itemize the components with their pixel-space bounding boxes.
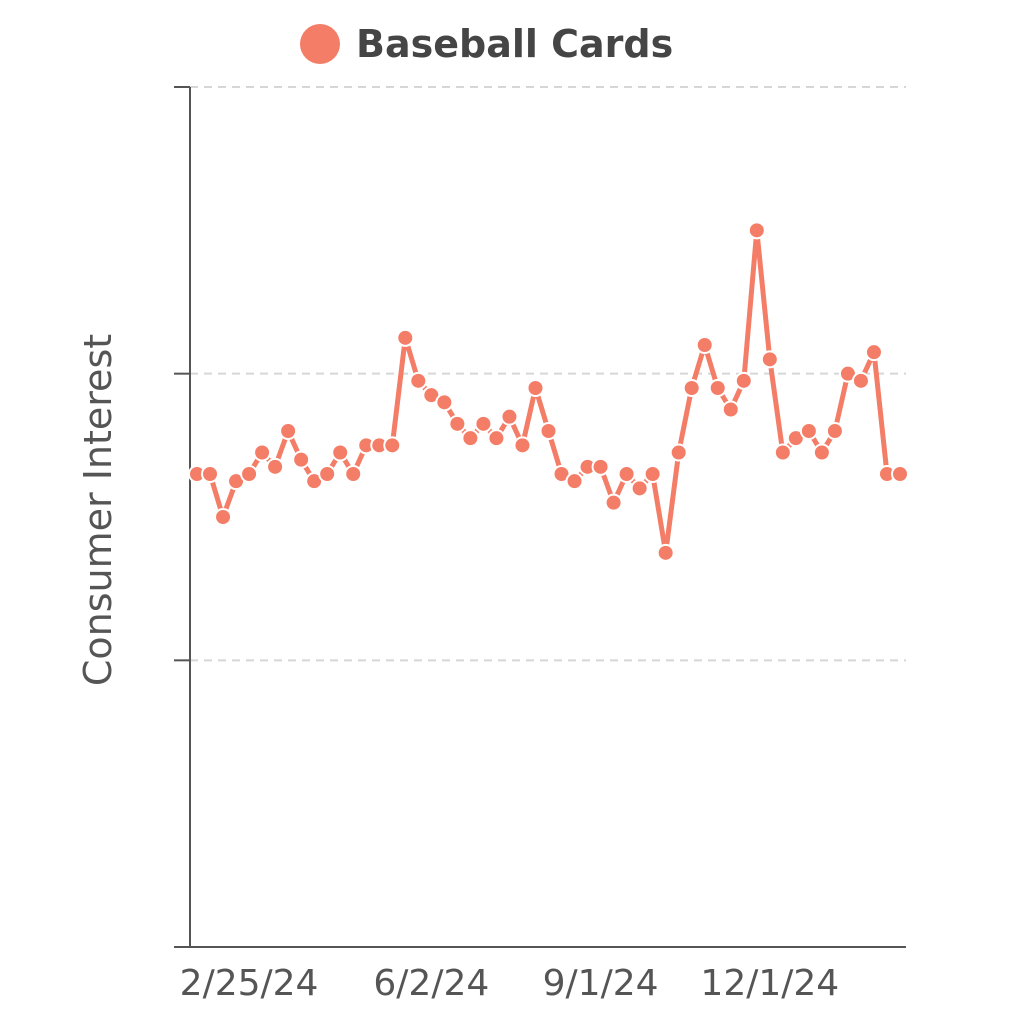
x-tick-label: 9/1/24 <box>543 963 659 1004</box>
data-point <box>253 443 272 462</box>
data-point <box>565 472 584 491</box>
data-point <box>760 350 779 369</box>
data-point <box>409 371 428 390</box>
data-point <box>773 443 792 462</box>
data-point <box>383 436 402 455</box>
data-point <box>682 379 701 397</box>
data-point <box>656 543 675 562</box>
data-point <box>734 371 753 390</box>
data-point <box>279 422 298 440</box>
data-point <box>396 328 415 347</box>
legend: Baseball Cards <box>300 22 673 66</box>
x-tick-label: 2/25/24 <box>180 963 319 1004</box>
data-point <box>435 393 454 412</box>
data-point <box>292 450 311 469</box>
legend-dot-icon <box>300 24 340 64</box>
x-tick-label: 6/2/24 <box>373 963 489 1004</box>
x-tick-label: 12/1/24 <box>700 963 839 1004</box>
data-point <box>591 457 610 476</box>
legend-label: Baseball Cards <box>356 22 674 66</box>
data-point <box>851 371 870 390</box>
data-point <box>630 479 649 498</box>
data-point <box>331 443 350 462</box>
data-point <box>825 422 844 440</box>
data-point <box>669 443 688 462</box>
data-point <box>344 465 363 483</box>
data-point <box>539 422 558 440</box>
data-point <box>461 429 480 448</box>
data-point <box>474 414 493 433</box>
y-axis-label: Consumer Interest <box>76 333 120 687</box>
data-point <box>500 407 519 426</box>
data-point <box>526 379 545 397</box>
data-point <box>604 493 623 512</box>
data-point <box>864 343 883 362</box>
data-point <box>812 443 831 462</box>
data-point <box>721 400 740 419</box>
data-point <box>799 422 818 440</box>
data-point <box>448 414 467 433</box>
data-point <box>201 465 220 483</box>
data-point <box>643 465 662 483</box>
data-point <box>891 465 909 483</box>
data-point <box>747 221 766 240</box>
data-point <box>617 465 636 483</box>
data-point <box>708 379 727 397</box>
data-point <box>266 457 285 476</box>
data-point <box>487 429 506 448</box>
data-point <box>240 465 259 483</box>
data-point <box>513 436 532 455</box>
data-point <box>695 336 714 354</box>
series-line <box>194 227 903 556</box>
data-point <box>214 508 233 526</box>
data-point <box>318 465 337 483</box>
